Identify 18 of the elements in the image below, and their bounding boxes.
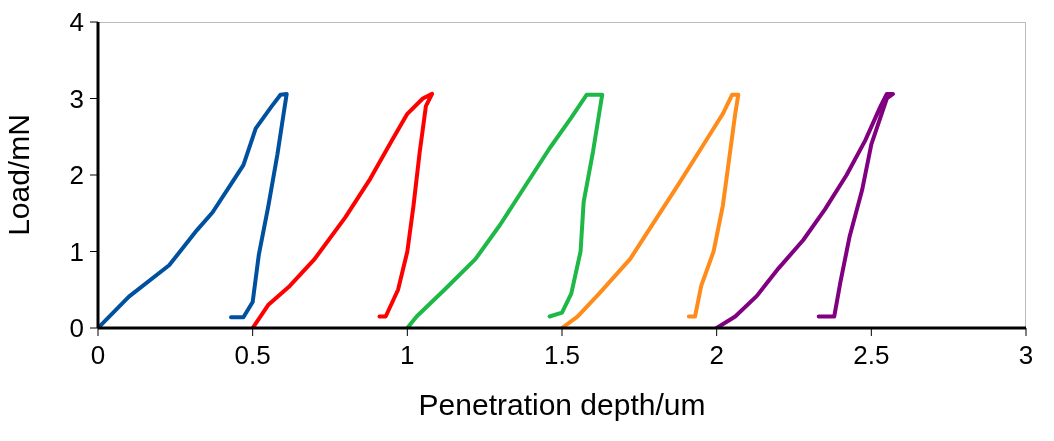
x-axis-title: Penetration depth/um [418, 388, 706, 421]
y-tick-label: 3 [69, 83, 84, 114]
line-series [250, 91, 435, 328]
x-tick-label: 2 [709, 340, 724, 371]
y-tick-label: 0 [69, 313, 84, 344]
x-tick-label: 1 [400, 340, 415, 371]
y-tick-label: 1 [69, 236, 84, 267]
x-tick-label: 0.5 [234, 340, 271, 371]
line-series [405, 92, 605, 328]
y-tick-label: 2 [69, 160, 84, 191]
x-tick-label: 3 [1018, 340, 1034, 371]
y-tick-label: 4 [69, 7, 84, 38]
x-tick-label: 2.5 [853, 340, 890, 371]
line-series [560, 92, 741, 328]
line-series [98, 91, 289, 328]
x-tick-label: 0 [90, 340, 106, 371]
x-tick-label: 1.5 [543, 340, 581, 371]
line-series [714, 91, 895, 328]
